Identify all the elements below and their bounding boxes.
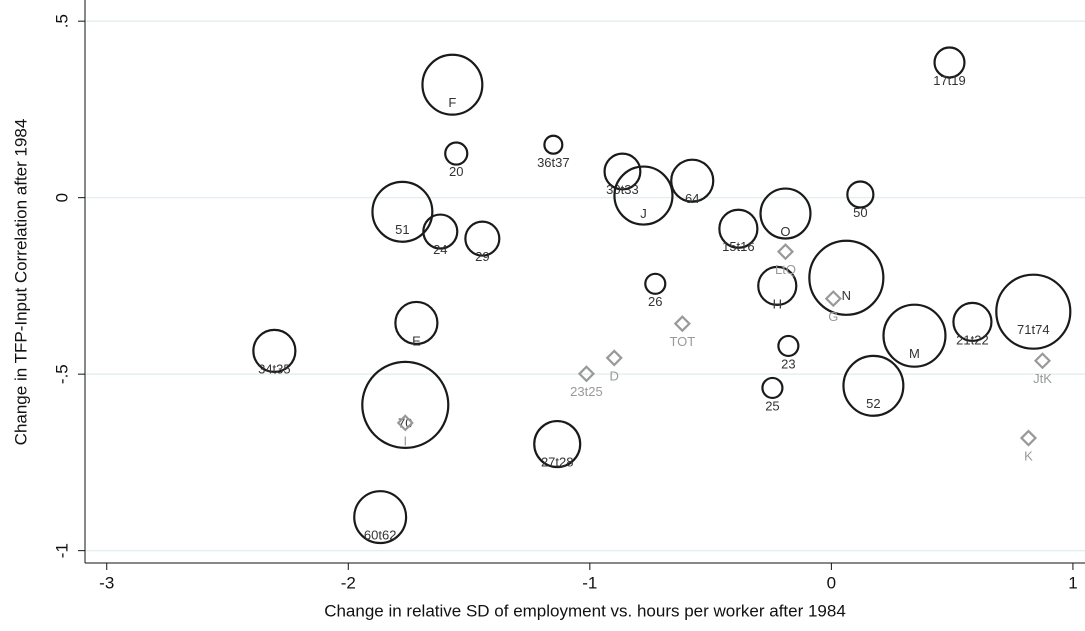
bubble xyxy=(882,303,947,368)
diamond-marker xyxy=(673,315,691,333)
point-label: G xyxy=(828,309,838,324)
diamond-marker xyxy=(776,243,795,261)
bubble xyxy=(252,328,297,373)
bubble xyxy=(464,220,501,257)
bubble xyxy=(808,239,885,316)
point-label: F xyxy=(448,95,456,110)
y-axis-title: Change in TFP-Input Correlation after 19… xyxy=(11,119,30,446)
bubble xyxy=(543,134,564,155)
y-tick-label: -.5 xyxy=(52,364,71,384)
bubble xyxy=(421,53,484,116)
bubble xyxy=(533,419,582,469)
bubble xyxy=(353,490,408,545)
point-label: D xyxy=(610,368,619,383)
y-tick-label: -1 xyxy=(52,543,71,558)
point-label: 34t35 xyxy=(258,361,291,376)
point-label: LtQ xyxy=(775,262,796,277)
point-label: M xyxy=(909,346,920,361)
bubble xyxy=(670,158,715,203)
bubble xyxy=(759,187,812,240)
x-tick-label: -3 xyxy=(99,573,114,592)
diamond-marker xyxy=(1033,352,1052,370)
point-label: 17t19 xyxy=(933,73,966,88)
point-label: 51 xyxy=(395,222,409,237)
bubble xyxy=(761,376,784,400)
point-label: 70 xyxy=(398,415,412,430)
x-tick-label: 0 xyxy=(827,573,836,592)
diamond-marker xyxy=(396,414,414,432)
point-label: 29 xyxy=(475,249,489,264)
point-label: O xyxy=(780,224,790,239)
y-tick-label: 0 xyxy=(52,193,71,202)
point-label: J xyxy=(640,206,647,221)
bubble xyxy=(718,208,759,249)
point-label: E xyxy=(412,333,421,348)
bubble xyxy=(644,272,667,295)
point-label: 36t37 xyxy=(537,155,570,170)
x-tick-label: -1 xyxy=(582,573,597,592)
bubble xyxy=(933,46,966,79)
point-label: 23 xyxy=(781,356,795,371)
bubble xyxy=(995,273,1072,350)
bubble xyxy=(757,265,798,307)
point-label: 27t28 xyxy=(541,454,574,469)
point-label: 20 xyxy=(449,164,463,179)
bubble xyxy=(361,360,450,449)
point-label: TOT xyxy=(669,334,695,349)
point-label: 71t74 xyxy=(1017,322,1050,337)
point-label: 21t22 xyxy=(956,332,989,347)
point-label: 26 xyxy=(648,294,662,309)
point-label: 23t25 xyxy=(570,384,603,399)
bubble xyxy=(842,354,905,417)
point-label: H xyxy=(773,296,782,311)
x-axis-title: Change in relative SD of employment vs. … xyxy=(324,601,846,620)
point-label: N xyxy=(842,288,851,303)
bubble xyxy=(613,165,674,226)
bubble xyxy=(846,180,875,209)
point-label: I xyxy=(403,433,407,448)
point-label: 64 xyxy=(685,191,699,206)
diamond-marker xyxy=(577,365,596,383)
point-label: 15t16 xyxy=(722,239,755,254)
point-label: K xyxy=(1024,448,1033,463)
point-label: 24 xyxy=(433,242,447,257)
bubble xyxy=(444,141,469,166)
point-label: JtK xyxy=(1033,371,1052,386)
bubble xyxy=(952,301,993,343)
diamond-marker xyxy=(824,290,842,308)
x-tick-label: 1 xyxy=(1068,573,1077,592)
point-label: 60t62 xyxy=(364,528,397,543)
y-tick-label: .5 xyxy=(52,14,71,28)
point-label: 25 xyxy=(765,398,779,413)
bubble xyxy=(422,213,459,250)
point-label: 52 xyxy=(866,396,880,411)
diamond-marker xyxy=(1019,429,1038,447)
bubble xyxy=(394,300,439,346)
bubble xyxy=(777,334,800,358)
diamond-marker xyxy=(605,349,623,367)
bubble xyxy=(371,180,434,243)
bubble xyxy=(603,152,642,191)
point-label: 30t33 xyxy=(606,182,639,197)
x-tick-label: -2 xyxy=(341,573,356,592)
point-label: 50 xyxy=(853,205,867,220)
